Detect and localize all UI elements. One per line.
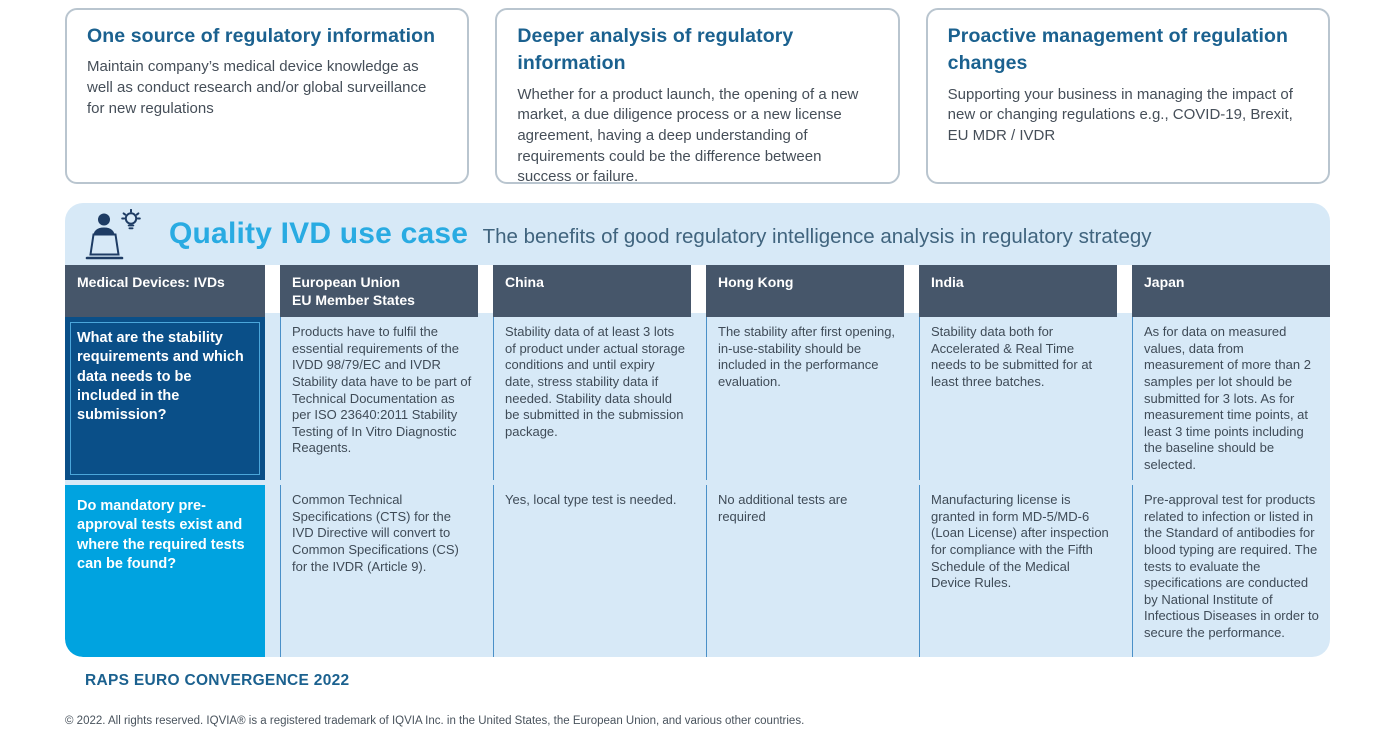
table-header-row: Medical Devices: IVDs European Union EU …: [65, 265, 1330, 318]
card-deeper-analysis: Deeper analysis of regulatory informatio…: [495, 8, 900, 185]
use-case-subtitle: The benefits of good regulatory intellig…: [482, 225, 1152, 248]
answer-japan-preapproval: Pre-approval test for products related t…: [1132, 485, 1330, 657]
card-body: Whether for a product launch, the openin…: [517, 85, 859, 186]
table-row-preapproval: Do mandatory pre-approval tests exist an…: [65, 485, 1330, 657]
question-cell-preapproval: Do mandatory pre-approval tests exist an…: [65, 485, 265, 657]
use-case-header: Quality IVD use case The benefits of goo…: [65, 203, 1330, 265]
card-body: Supporting your business in managing the…: [947, 85, 1293, 144]
header-hong-kong: Hong Kong: [706, 265, 904, 318]
event-title: RAPS EURO CONVERGENCE 2022: [85, 672, 350, 689]
use-case-title: Quality IVD use case: [169, 217, 469, 250]
answer-hong-kong-preapproval: No additional tests are required: [706, 485, 904, 657]
table-row-stability: What are the stability requirements and …: [65, 317, 1330, 480]
header-india: India: [919, 265, 1117, 318]
answer-china-stability: Stability data of at least 3 lots of pro…: [493, 317, 691, 480]
header-medical-devices-ivds: Medical Devices: IVDs: [65, 265, 265, 318]
answer-china-preapproval: Yes, local type test is needed.: [493, 485, 691, 657]
card-title: Proactive management of regulation chang…: [947, 25, 1289, 75]
header-china: China: [493, 265, 691, 318]
header-european-union: European Union EU Member States: [280, 265, 478, 318]
card-one-source: One source of regulatory information Mai…: [65, 8, 470, 184]
person-laptop-idea-icon: [85, 209, 141, 260]
copyright-notice: © 2022. All rights reserved. IQVIA® is a…: [65, 715, 805, 727]
benefit-cards: One source of regulatory information Mai…: [65, 8, 1330, 185]
question-cell-stability: What are the stability requirements and …: [65, 317, 265, 480]
card-body: Maintain company’s medical device knowle…: [87, 58, 427, 117]
card-proactive-management: Proactive management of regulation chang…: [925, 8, 1330, 184]
header-japan: Japan: [1132, 265, 1330, 318]
use-case-panel: Quality IVD use case The benefits of goo…: [65, 203, 1330, 657]
answer-japan-stability: As for data on measured values, data fro…: [1132, 317, 1330, 480]
answer-eu-preapproval: Common Technical Specifications (CTS) fo…: [280, 485, 478, 657]
answer-india-preapproval: Manufacturing license is granted in form…: [919, 485, 1117, 657]
answer-eu-stability: Products have to fulfil the essential re…: [280, 317, 478, 480]
use-case-titles: Quality IVD use case The benefits of goo…: [169, 217, 1152, 251]
card-title: One source of regulatory information: [87, 25, 436, 47]
answer-india-stability: Stability data both for Accelerated & Re…: [919, 317, 1117, 480]
answer-hong-kong-stability: The stability after first opening, in-us…: [706, 317, 904, 480]
card-title: Deeper analysis of regulatory informatio…: [517, 25, 794, 75]
